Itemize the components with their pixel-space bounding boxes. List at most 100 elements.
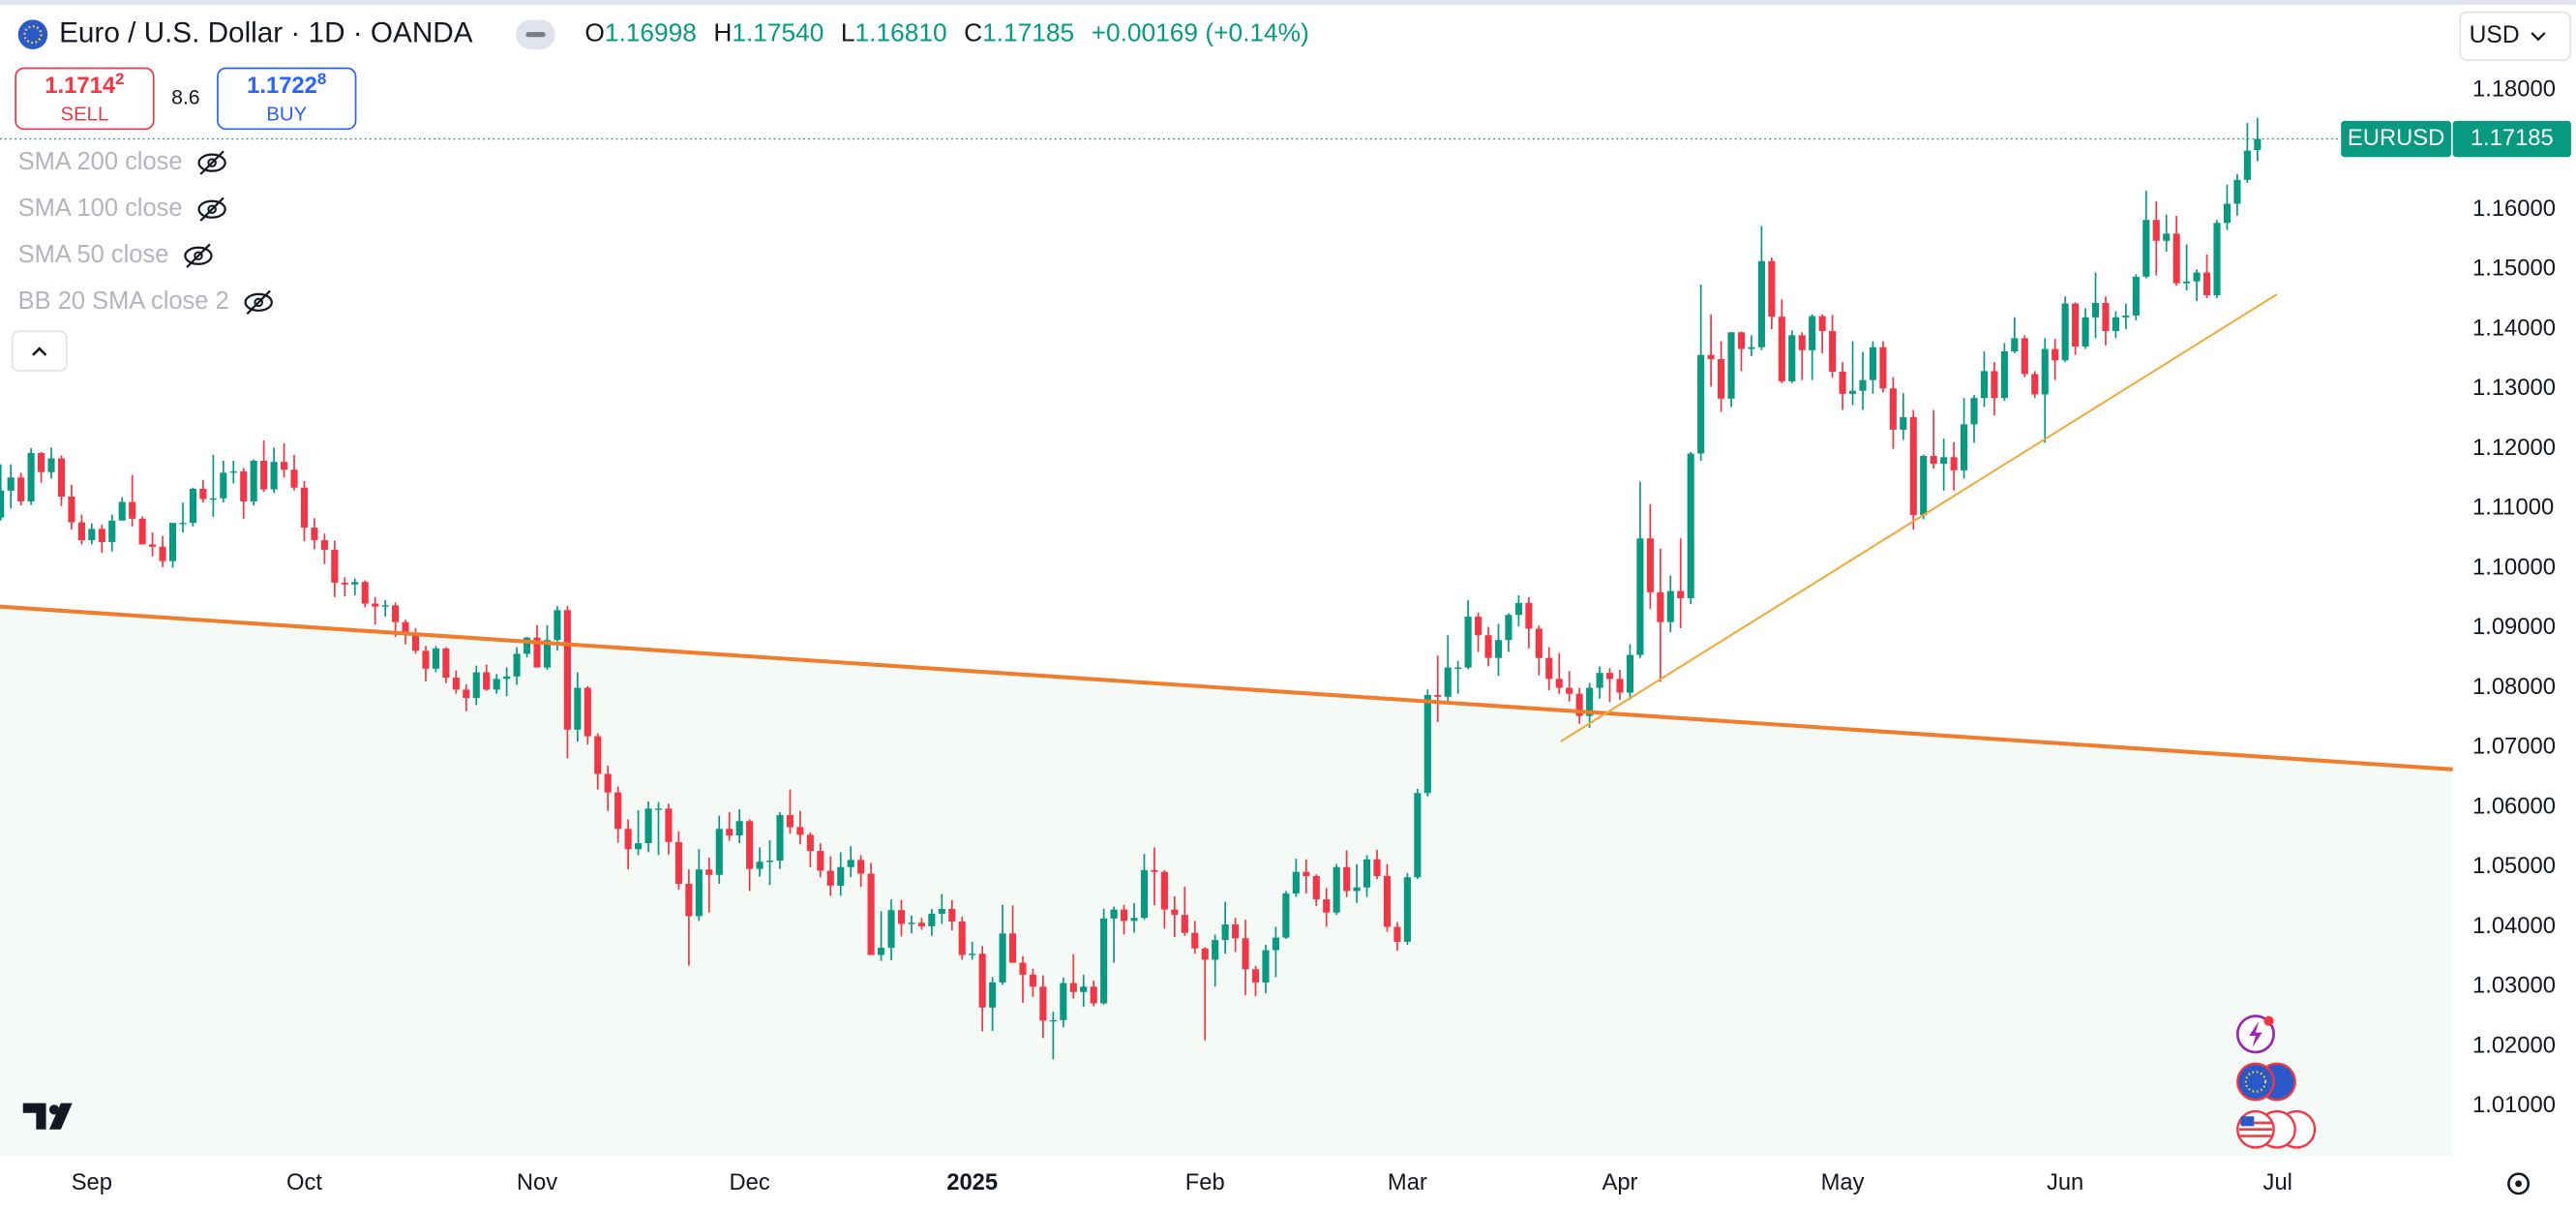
candle-body [1596,673,1603,688]
trend-line[interactable] [1560,293,2278,742]
candle-body [300,487,309,529]
candle-body [1403,877,1411,942]
candle-body [1029,974,1036,987]
candle-body [341,582,348,585]
candle-body [442,648,450,679]
candle-body [989,982,997,1008]
collapse-button[interactable] [11,330,68,372]
candle-body [1151,869,1158,872]
candle-body [250,460,257,501]
candle-body [1697,354,1705,454]
indicator-label[interactable]: SMA 50 close [18,241,169,268]
sell-button[interactable] [15,67,155,131]
candle-body [2102,302,2110,332]
symbol-tag-label: EURUSD [2348,125,2444,151]
candle-body [2041,348,2049,395]
candle-body [1423,694,1431,794]
symbol-tag [2341,120,2451,158]
axes: 1.01000 1.02000 1.03000 1.04000 1.05000 1.060… [72,76,2556,1195]
candle-body [483,672,491,690]
candle-body [1292,871,1300,893]
trend-line[interactable] [0,604,2453,771]
candle-body [118,501,126,521]
candle-body [38,452,45,472]
visibility-icon[interactable] [184,246,213,265]
candle-body [969,953,976,955]
candle-body [999,933,1006,983]
candle-body [1586,687,1594,716]
candle-body [746,821,754,869]
settings-icon-center [2515,1180,2522,1188]
visibility-icon[interactable] [197,199,226,219]
candle-body [1090,986,1097,1004]
candle-body [765,860,774,862]
y-tick-label: 1.16000 [2472,196,2556,222]
y-tick-label: 1.18000 [2472,76,2556,102]
tradingview-logo-dot [48,1104,60,1115]
y-tick-label: 1.09000 [2472,614,2556,640]
visibility-icon-pupil [254,297,263,308]
candle-body [2152,220,2160,241]
y-tick-label: 1.02000 [2472,1032,2556,1058]
ohlc-label: H [713,18,732,47]
candle-body [533,637,541,668]
y-tick-label: 1.11000 [2472,495,2554,521]
visibility-icon[interactable] [197,153,226,172]
candle-body [2091,302,2100,318]
candle-body [1272,937,1279,951]
candle-body [614,792,622,830]
tradingview-logo[interactable] [22,1103,73,1130]
x-tick-label: Jun [2047,1169,2083,1195]
candle-body [584,687,591,737]
x-tick-label: Jul [2263,1169,2292,1195]
buy-button[interactable] [217,67,357,131]
candle-body [2112,317,2119,332]
top-border [0,0,2576,6]
price-tag-label: 1.17185 [2471,125,2554,151]
candle-body [1130,918,1138,922]
candle-body [1829,331,1837,372]
indicator-label[interactable]: SMA 100 close [18,195,183,222]
currency-button[interactable] [2459,11,2571,61]
candle-body [1566,687,1573,694]
shaded-zone [0,606,2453,1156]
candle-body [1201,948,1209,960]
candle-body [189,488,196,524]
candle-body [1414,793,1422,878]
indicator-label[interactable]: SMA 200 close [18,148,183,175]
candle-body [88,529,96,541]
candle-body [1768,260,1776,318]
eu-event-badge[interactable] [2236,1062,2275,1102]
symbol-title[interactable]: Euro / U.S. Dollar · 1D · OANDA [59,17,473,49]
candle-body [574,687,582,730]
candle-body [674,841,682,885]
currency-chevron [2531,32,2546,42]
y-tick-label: 1.06000 [2472,793,2556,819]
us-canton [2240,1116,2255,1127]
candle-body [77,522,85,541]
candle-body [2031,374,2039,395]
candle-body [1707,354,1715,360]
x-tick-label: 2025 [946,1169,998,1195]
candle-body [1879,347,1887,389]
candle-body [1110,909,1118,919]
candle-body [554,610,561,641]
candle-body [2233,179,2241,204]
candle-body [1718,359,1725,399]
candle-body [1434,694,1442,697]
ohlc-label: O [584,18,604,47]
candle-body [2021,338,2028,375]
candle-body [1980,371,1989,399]
candle-body [1970,398,1978,425]
visibility-icon[interactable] [244,292,273,312]
candle-body [796,827,804,835]
candle-body [857,860,865,874]
indicator-label[interactable]: BB 20 SMA close 2 [18,287,229,315]
candle-body [1657,591,1664,622]
settings-icon[interactable] [2507,1172,2531,1195]
candle-body [2193,272,2201,282]
y-tick-label: 1.01000 [2472,1092,2556,1118]
visibility-icon-slash [199,150,225,175]
candle-body [290,469,298,488]
